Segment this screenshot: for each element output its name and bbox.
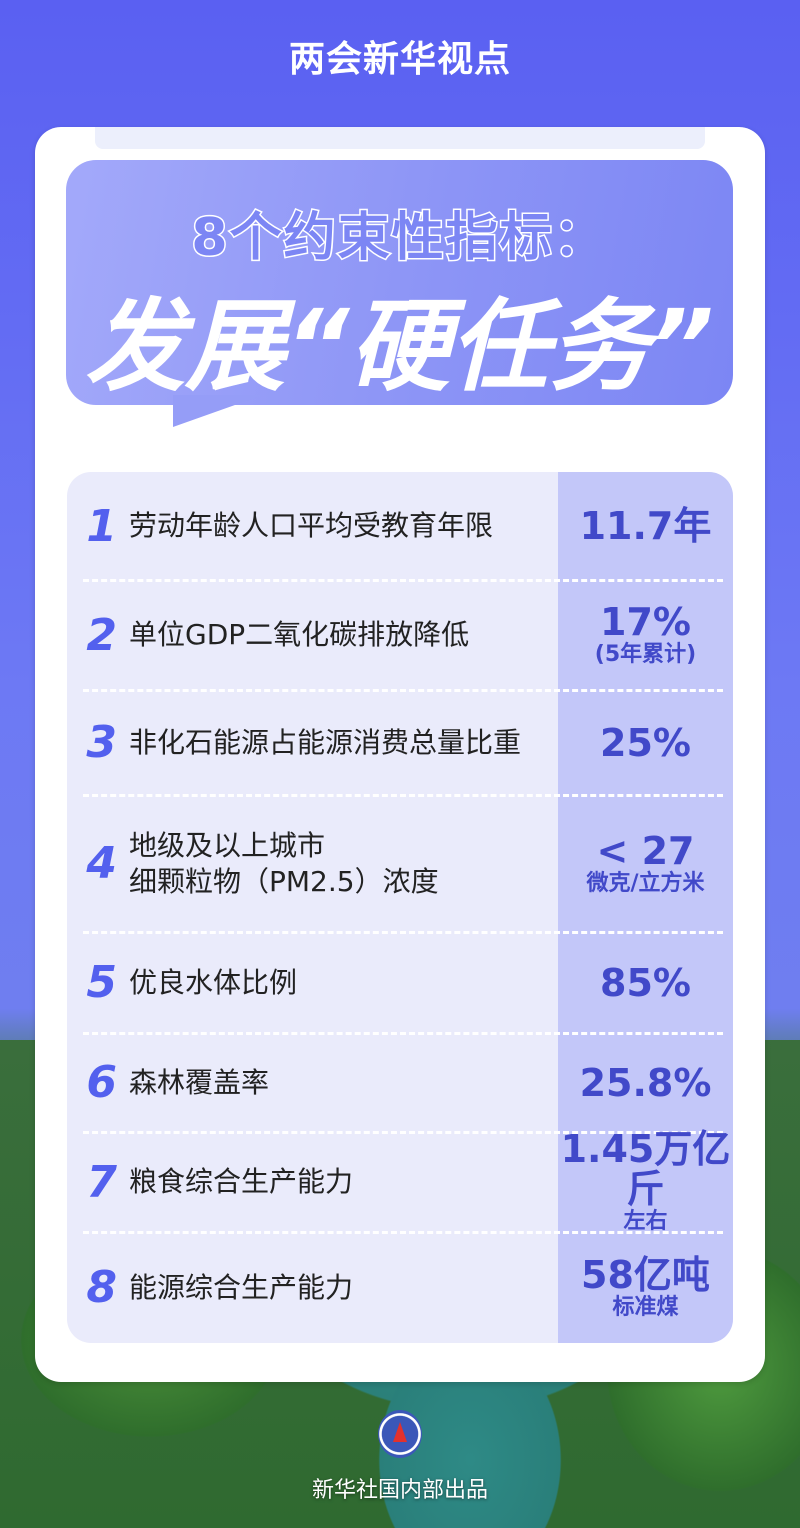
indicator-value: < 27 — [596, 828, 695, 873]
indicator-value-note: 微克/立方米 — [586, 870, 705, 896]
indicator-row: 1 劳动年龄人口平均受教育年限 11.7年 — [67, 472, 733, 580]
indicator-table: 1 劳动年龄人口平均受教育年限 11.7年 2 单位GDP二氧化碳排放降低 17% (5年累… — [67, 472, 733, 1343]
indicator-value: 58亿吨 — [581, 1252, 710, 1297]
row-divider — [83, 931, 723, 934]
indicator-number: 5 — [86, 957, 117, 1008]
indicator-value: 17% — [600, 600, 691, 644]
indicator-row: 3 非化石能源占能源消费总量比重 25% — [67, 690, 733, 795]
indicator-label: 单位GDP二氧化碳排放降低 — [129, 618, 470, 651]
row-divider — [83, 1231, 723, 1234]
footer: 新华社国内部出品 — [0, 1410, 800, 1504]
indicator-label: 地级及以上城市 细颗粒物（PM2.5）浓度 — [129, 828, 439, 898]
indicator-number: 7 — [86, 1156, 117, 1208]
indicator-number: 8 — [86, 1262, 117, 1313]
indicator-label: 森林覆盖率 — [129, 1065, 270, 1099]
row-divider — [83, 1032, 723, 1035]
indicator-value: 25% — [600, 720, 691, 765]
card-tab-strip — [95, 127, 705, 149]
indicator-value: 11.7年 — [579, 504, 712, 548]
headline-bubble: 8个约束性指标： 发展“硬任务” — [66, 160, 733, 405]
indicator-label: 非化石能源占能源消费总量比重 — [129, 725, 522, 759]
headline-line1: 8个约束性指标： — [190, 207, 608, 270]
indicator-row: 2 单位GDP二氧化碳排放降低 17% (5年累计) — [67, 580, 733, 690]
indicator-value-note: 标准煤 — [612, 1294, 679, 1320]
indicator-row: 6 森林覆盖率 25.8% — [67, 1033, 733, 1132]
indicator-row: 8 能源综合生产能力 58亿吨 标准煤 — [67, 1232, 733, 1343]
indicator-value-cell: < 27 微克/立方米 — [558, 831, 733, 897]
indicator-row: 5 优良水体比例 85% — [67, 932, 733, 1033]
indicator-number: 4 — [86, 838, 117, 889]
indicator-value-cell: 25% — [558, 723, 733, 763]
indicator-label: 优良水体比例 — [129, 965, 298, 999]
xinhua-logo — [378, 1410, 422, 1458]
row-divider — [83, 579, 723, 582]
row-divider — [83, 689, 723, 692]
indicator-value-cell: 85% — [558, 963, 733, 1003]
indicator-value-note: (5年累计) — [594, 642, 697, 667]
indicator-number: 2 — [86, 609, 117, 661]
headline-line2: 发展“硬任务” — [85, 288, 714, 405]
indicator-value: 85% — [600, 960, 691, 1005]
row-divider — [83, 1131, 723, 1134]
indicator-label: 粮食综合生产能力 — [129, 1165, 354, 1198]
footer-credit: 新华社国内部出品 — [311, 1478, 488, 1503]
indicator-value-cell: 17% (5年累计) — [558, 602, 733, 668]
indicator-value-cell: 58亿吨 标准煤 — [558, 1255, 733, 1321]
value-column — [558, 472, 733, 1343]
indicator-value: 25.8% — [579, 1060, 712, 1105]
content-card: 8个约束性指标： 发展“硬任务” 1 劳动年龄人口平均受教育年限 11.7年 2 单位G… — [35, 127, 765, 1382]
indicator-row: 7 粮食综合生产能力 1.45万亿斤 左右 — [67, 1129, 733, 1235]
indicator-number: 6 — [86, 1057, 117, 1108]
bubble-tail — [173, 395, 263, 427]
indicator-number: 1 — [86, 500, 117, 552]
indicator-number: 3 — [86, 717, 117, 768]
header-title: 两会新华视点 — [288, 39, 511, 80]
indicator-value-cell: 25.8% — [558, 1063, 733, 1103]
indicator-value-cell: 11.7年 — [558, 506, 733, 546]
indicator-label: 劳动年龄人口平均受教育年限 — [129, 509, 494, 542]
indicator-value-note: 左右 — [623, 1209, 668, 1234]
indicator-value: 1.45万亿斤 — [560, 1127, 731, 1211]
row-divider — [83, 794, 723, 797]
indicator-value-cell: 1.45万亿斤 左右 — [558, 1129, 733, 1235]
indicator-label: 能源综合生产能力 — [129, 1270, 354, 1304]
indicator-row: 4 地级及以上城市 细颗粒物（PM2.5）浓度 < 27 微克/立方米 — [67, 795, 733, 932]
